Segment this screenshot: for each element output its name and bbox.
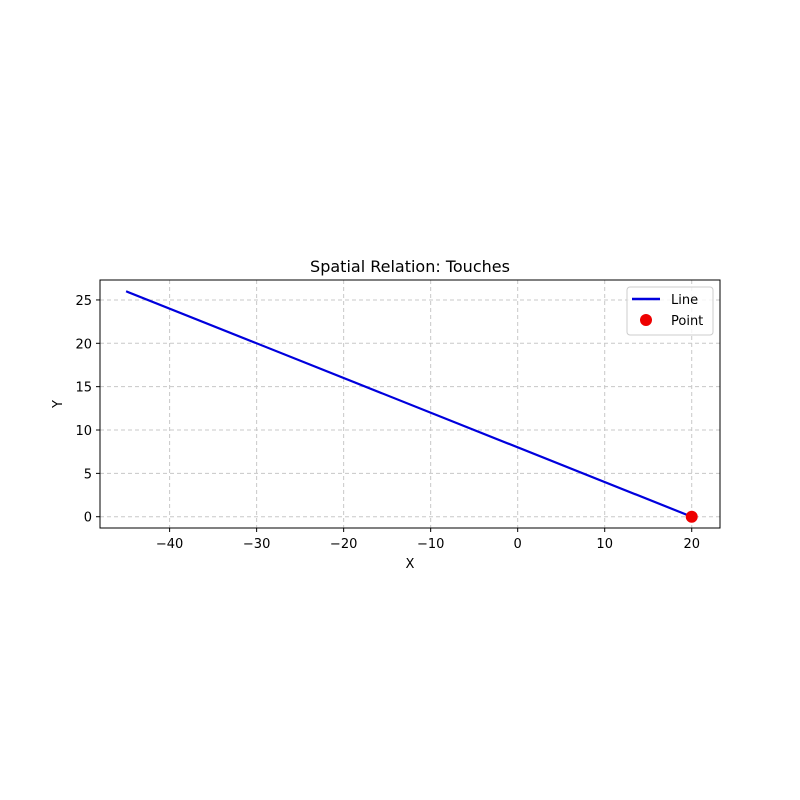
x-tick-label: 10 — [596, 537, 613, 552]
x-axis-label: X — [406, 557, 415, 572]
legend-label-point: Point — [671, 314, 703, 329]
x-tick-label: 20 — [683, 537, 700, 552]
legend-swatch-point — [640, 314, 652, 326]
legend-label-line: Line — [671, 293, 698, 308]
chart-title: Spatial Relation: Touches — [310, 257, 510, 276]
y-tick-label: 25 — [75, 294, 92, 309]
y-tick-label: 0 — [84, 511, 92, 526]
series-line — [125, 290, 693, 518]
x-tick-label: −30 — [243, 537, 270, 552]
y-tick-label: 5 — [84, 467, 92, 482]
axis-ticks: −40 −30 −20 −10 0 10 20 0 5 10 15 20 25 — [75, 294, 700, 552]
legend: Line Point — [626, 286, 714, 336]
x-tick-label: −40 — [156, 537, 183, 552]
x-tick-label: 0 — [514, 537, 522, 552]
y-tick-label: 20 — [75, 337, 92, 352]
x-tick-label: −20 — [330, 537, 357, 552]
y-tick-label: 15 — [75, 381, 92, 396]
x-tick-label: −10 — [417, 537, 444, 552]
series-point — [685, 510, 698, 523]
grid-lines — [100, 280, 720, 528]
y-axis-label: Y — [51, 400, 66, 409]
plot-frame — [99, 279, 721, 529]
y-tick-label: 10 — [75, 424, 92, 439]
plot-series — [125, 290, 698, 523]
